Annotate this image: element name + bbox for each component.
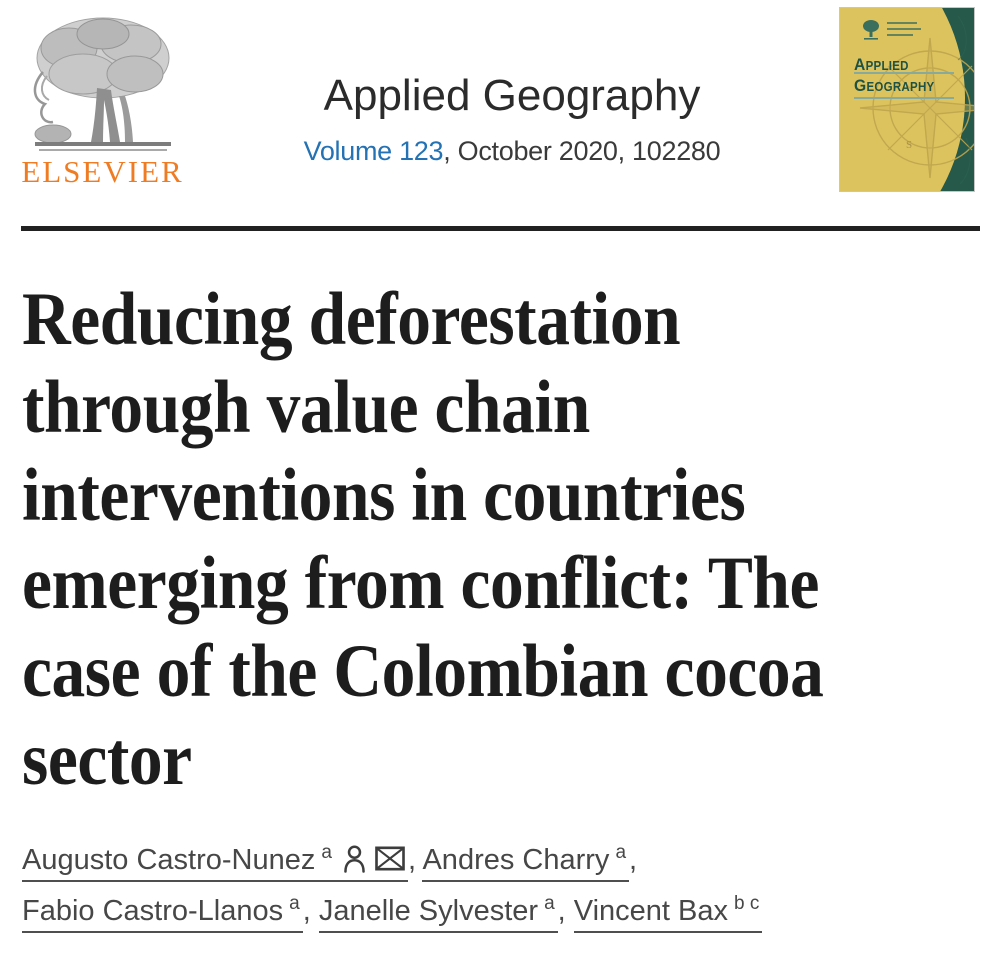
author-affiliation-sup: b c — [734, 893, 760, 914]
author-separator: , — [629, 844, 638, 876]
author-link[interactable]: Fabio Castro-Llanos a — [22, 893, 303, 933]
author-separator: , — [407, 844, 423, 876]
cover-masthead-line2: GEOGRAPHY — [854, 76, 935, 95]
author-name: Andres Charry — [422, 844, 610, 876]
cover-volume-text — [887, 22, 917, 24]
author-name: Janelle Sylvester — [318, 895, 539, 927]
cover-yellow-circle — [840, 8, 965, 191]
cover-issn-text — [887, 34, 913, 36]
author-name: Augusto Castro-Nunez — [22, 844, 316, 876]
email-icon — [375, 846, 405, 871]
cover-rule-bottom — [854, 97, 954, 99]
author-affiliation-sup: a — [544, 893, 555, 914]
header-divider — [21, 226, 980, 231]
compass-rose-icon: S — [859, 15, 974, 185]
svg-text:S: S — [906, 139, 912, 151]
journal-cover-thumbnail[interactable]: S APPLIED GEOGRAPHY — [839, 7, 975, 192]
author-list: Augusto Castro-Nunez a, Andres Charry a, F… — [22, 835, 952, 937]
article-title: Reducing deforestation through value cha… — [22, 278, 824, 801]
author-link[interactable]: Augusto Castro-Nunez a — [22, 842, 408, 882]
elsevier-tree-icon — [33, 17, 171, 151]
author-affiliation-sup: a — [321, 842, 332, 863]
journal-title-link[interactable]: Applied Geography — [323, 71, 701, 120]
author-link[interactable]: Janelle Sylvester a — [318, 893, 558, 933]
author-link[interactable]: Andres Charry a — [422, 842, 630, 882]
cover-masthead-line1: APPLIED — [854, 55, 909, 74]
elsevier-logo-link[interactable]: ELSEVIER — [20, 12, 185, 192]
elsevier-wordmark: ELSEVIER — [21, 154, 184, 189]
author-link[interactable]: Vincent Bax b c — [573, 893, 763, 933]
cover-rule-top — [854, 72, 954, 74]
journal-header: Applied Geography Volume 123, October 20… — [185, 71, 839, 167]
author-separator: , — [302, 895, 319, 927]
person-icon — [344, 845, 365, 873]
issue-line: Volume 123, October 2020, 102280 — [185, 136, 839, 167]
author-name: Fabio Castro-Llanos — [22, 895, 284, 927]
author-separator: , — [557, 895, 574, 927]
author-name: Vincent Bax — [573, 895, 728, 927]
cover-elsevier-mini-icon — [863, 20, 879, 40]
cover-date-text — [887, 28, 921, 30]
author-affiliation-sup: a — [615, 842, 627, 863]
issue-info: , October 2020, 102280 — [443, 136, 721, 167]
author-affiliation-sup: a — [289, 893, 300, 914]
volume-link[interactable]: Volume 123 — [303, 136, 444, 167]
